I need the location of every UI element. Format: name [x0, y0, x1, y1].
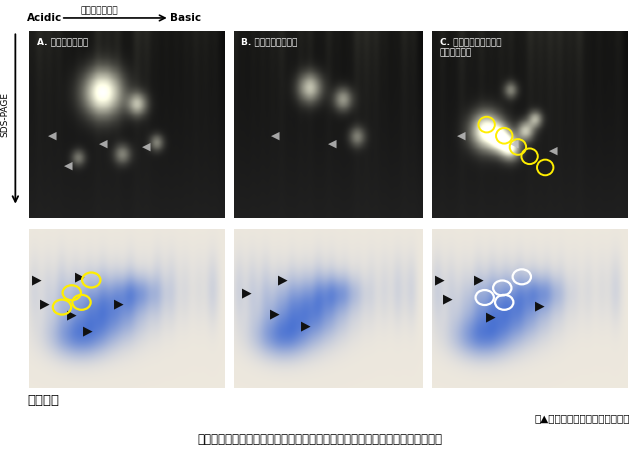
- Text: SDS-PAGE: SDS-PAGE: [1, 92, 10, 137]
- Text: ▶: ▶: [67, 308, 77, 321]
- Text: Basic: Basic: [170, 13, 201, 23]
- Text: ▶: ▶: [474, 273, 484, 286]
- Text: ▶: ▶: [83, 325, 92, 338]
- Text: ▶: ▶: [242, 286, 252, 299]
- Text: 図１．イネ種子表層から抽出した水溶性蛋白質のジスルフィドプロテオーム像: 図１．イネ種子表層から抽出した水溶性蛋白質のジスルフィドプロテオーム像: [198, 433, 442, 445]
- Text: 染色検出: 染色検出: [27, 394, 59, 407]
- Text: ▶: ▶: [534, 299, 544, 312]
- Text: C. ＋チオレドキシン、
ロイペプチン: C. ＋チオレドキシン、 ロイペプチン: [440, 37, 501, 58]
- Text: ▶: ▶: [114, 297, 124, 310]
- Text: ▶: ▶: [40, 297, 49, 310]
- Text: ◀: ◀: [99, 138, 108, 148]
- Text: ▶: ▶: [435, 273, 445, 286]
- Text: ◀: ◀: [141, 142, 150, 152]
- Text: ◀: ◀: [63, 161, 72, 171]
- Text: B. ＋チオレドキシン: B. ＋チオレドキシン: [241, 37, 298, 46]
- Text: ◀: ◀: [457, 131, 465, 141]
- Text: ▶: ▶: [75, 270, 84, 283]
- Text: ▶: ▶: [443, 293, 452, 306]
- Text: ◀: ◀: [509, 138, 518, 148]
- Text: 等電点電気泳動: 等電点電気泳動: [81, 7, 118, 16]
- Text: ◀: ◀: [271, 131, 280, 141]
- Text: ▶: ▶: [270, 307, 280, 320]
- Text: ◀: ◀: [548, 145, 557, 156]
- Text: ▶: ▶: [32, 273, 42, 286]
- Text: Acidic: Acidic: [27, 13, 62, 23]
- Text: ▶: ▶: [486, 310, 495, 323]
- Text: ▶: ▶: [278, 273, 287, 286]
- Text: A. 種子表層抽出物: A. 種子表層抽出物: [36, 37, 88, 46]
- Text: ▶: ▶: [301, 320, 310, 333]
- Text: ◀: ◀: [48, 131, 56, 141]
- Text: ◀: ◀: [328, 138, 336, 148]
- Text: （▲）はゲルを比較する際の指標: （▲）はゲルを比較する際の指標: [535, 414, 630, 423]
